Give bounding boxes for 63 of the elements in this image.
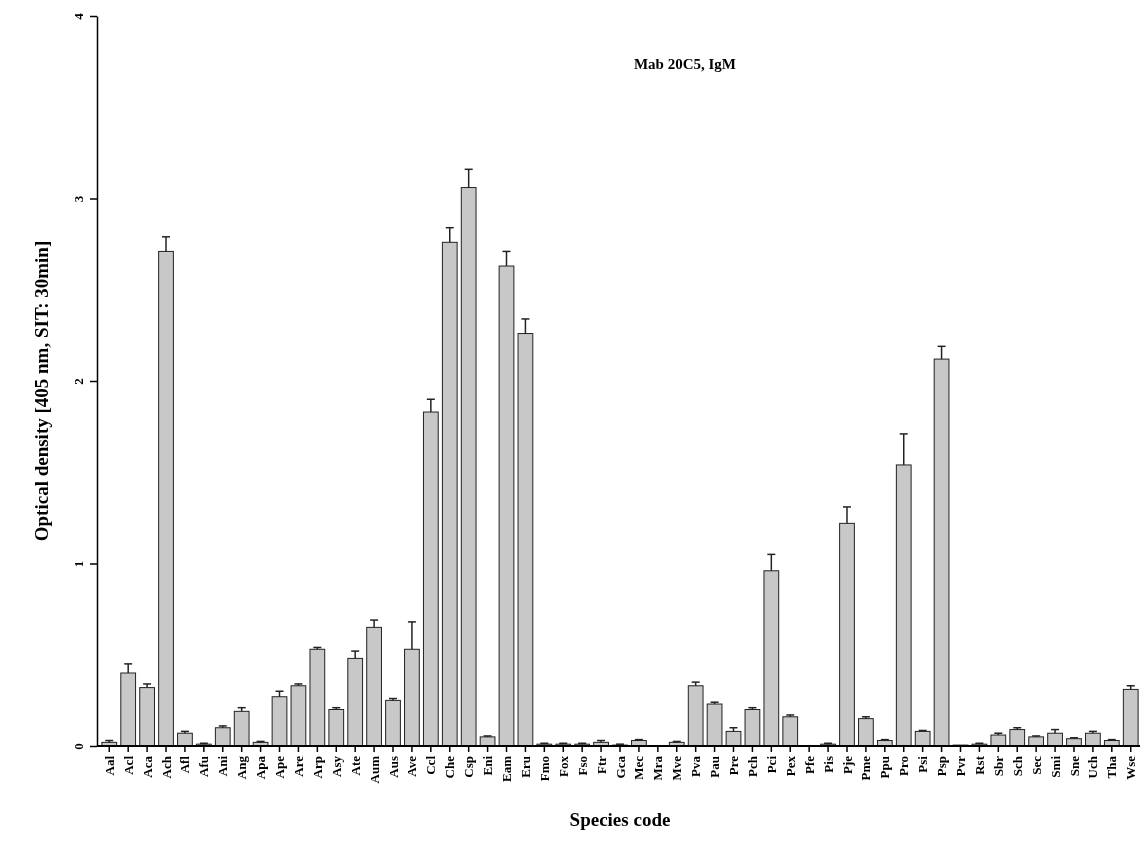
x-tick-label: Mve xyxy=(669,755,685,781)
x-tick-label: Apa xyxy=(253,755,269,780)
x-tick-label: Rst xyxy=(971,755,987,775)
y-tick-label: 1 xyxy=(71,560,86,568)
x-tick-label: Ape xyxy=(272,755,288,779)
x-tick-label: Smi xyxy=(1047,755,1063,778)
x-tick-label: Sne xyxy=(1066,755,1082,777)
x-tick-label: Asy xyxy=(328,755,344,777)
x-tick-label: Ccl xyxy=(423,755,439,775)
x-tick-label: Psp xyxy=(934,756,950,777)
x-tick-label: Pex xyxy=(782,755,798,777)
x-tick-label: Ftr xyxy=(593,755,609,775)
x-tick-label: Wse xyxy=(1123,755,1139,780)
x-tick-label: Aca xyxy=(139,755,155,778)
text: Mab 20C5, IgM xyxy=(633,56,737,72)
x-tick-label: Fox xyxy=(555,755,571,777)
x-tick-label: Fmo xyxy=(536,756,552,782)
x-tick-label: Are xyxy=(290,755,306,777)
x-tick-label: Che xyxy=(442,755,458,779)
x-tick-label: Psi xyxy=(915,755,931,773)
x-tick-label: Uch xyxy=(1085,755,1101,779)
x-tick-label: Mra xyxy=(650,755,666,781)
x-tick-label: Pme xyxy=(858,755,874,781)
x-tick-label: Csp xyxy=(461,756,477,778)
x-tick-label: Aal xyxy=(101,755,117,776)
x-tick-label: Sbr xyxy=(990,755,1006,777)
x-tick-label: Fso xyxy=(574,756,590,776)
x-tick-label: Ang xyxy=(234,755,250,780)
x-tick-label: Pvr xyxy=(953,755,969,777)
x-tick-label: Ave xyxy=(404,755,420,777)
y-tick-label: 3 xyxy=(71,195,86,203)
x-tick-label: Sch xyxy=(1009,755,1025,777)
x-tick-label: Pre xyxy=(726,755,742,776)
x-tick-label: Ate xyxy=(347,755,363,776)
y-tick-label: 2 xyxy=(71,378,86,385)
x-tick-label: Aus xyxy=(385,756,401,778)
x-tick-label: Pje xyxy=(839,755,855,775)
x-tick-label: Mec xyxy=(631,755,647,780)
x-tick-label: Tha xyxy=(1104,755,1120,779)
x-tick-label: Acl xyxy=(120,755,136,775)
x-tick-label: Pci xyxy=(763,755,779,774)
x-tick-label: Eru xyxy=(517,756,533,778)
x-tick-label: Arp xyxy=(309,756,325,779)
x-tick-label: Pis xyxy=(820,756,836,773)
x-axis-title: Species code xyxy=(569,809,671,830)
x-tick-label: Ach xyxy=(158,755,174,779)
x-tick-label: Pfe xyxy=(801,755,817,775)
x-tick-label: Gca xyxy=(612,755,628,779)
x-tick-label: Sec xyxy=(1028,755,1044,775)
x-tick-label: Ppu xyxy=(877,756,893,779)
y-tick-label: 4 xyxy=(71,12,86,20)
x-tick-label: Pro xyxy=(896,756,912,776)
x-tick-label: Afu xyxy=(196,756,212,777)
x-tick-label: Pau xyxy=(707,756,723,778)
x-tick-label: Eam xyxy=(499,755,515,782)
x-tick-label: Ani xyxy=(215,755,231,777)
y-tick-label: 0 xyxy=(71,743,86,750)
x-tick-label: Afl xyxy=(177,755,193,774)
x-tick-label: Aum xyxy=(366,755,382,784)
x-tick-label: Pva xyxy=(688,755,704,777)
x-tick-label: Eni xyxy=(480,755,496,776)
y-axis-title: Optical density [405 nm, SIT: 30min] xyxy=(31,240,52,542)
x-tick-label: Pch xyxy=(744,755,760,777)
